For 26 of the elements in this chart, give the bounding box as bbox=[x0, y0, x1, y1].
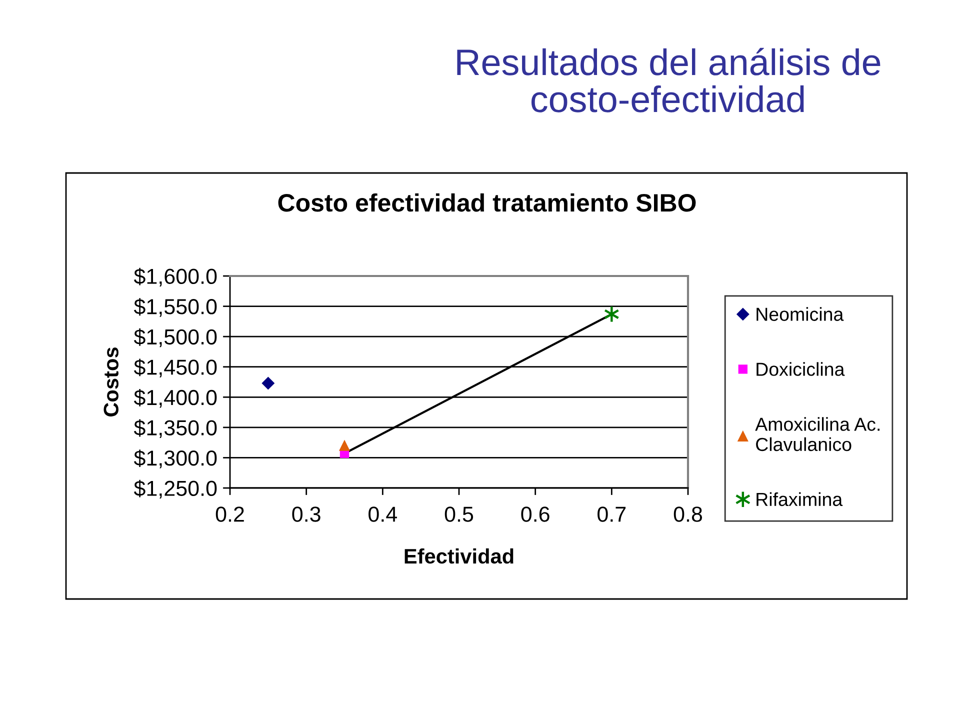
chart-subtitle: Costo efectividad tratamiento SIBO bbox=[278, 193, 696, 212]
x-tick-label: 0.3 bbox=[292, 506, 320, 522]
point bbox=[604, 305, 620, 323]
chart-title: Resultados del análisis de costo-efectividad bbox=[457, 48, 880, 112]
y-tick-label: $1,550.0 bbox=[134, 298, 217, 317]
point bbox=[262, 376, 274, 390]
y-tick-label: $1,600.0 bbox=[134, 268, 217, 287]
legend-label: Rifaximina bbox=[756, 492, 843, 506]
x-tick-label: 0.7 bbox=[598, 506, 626, 522]
y-tick-label: $1,300.0 bbox=[134, 450, 217, 468]
point bbox=[339, 440, 350, 451]
x-tick-label: 0.2 bbox=[216, 506, 244, 522]
y-tick-label: $1,250.0 bbox=[134, 480, 217, 499]
y-tick-label: $1,350.0 bbox=[134, 419, 217, 438]
x-tick-label: 0.8 bbox=[674, 506, 702, 522]
x-axis-title: Efectividad bbox=[404, 548, 514, 564]
y-tick-label: $1,400.0 bbox=[134, 389, 217, 408]
x-tick-label: 0.4 bbox=[368, 506, 397, 522]
y-tick-label: $1,500.0 bbox=[134, 328, 217, 348]
legend-label: Doxiciclina bbox=[756, 362, 845, 376]
legend-label: Amoxicilina Ac. Clavulanico bbox=[755, 417, 880, 452]
y-axis-title: Costos bbox=[104, 348, 118, 416]
x-tick-label: 0.5 bbox=[444, 506, 474, 522]
x-tick-label: 0.6 bbox=[521, 506, 550, 522]
legend-label: Neomicina bbox=[756, 307, 844, 321]
y-tick-label: $1,450.0 bbox=[134, 358, 217, 378]
